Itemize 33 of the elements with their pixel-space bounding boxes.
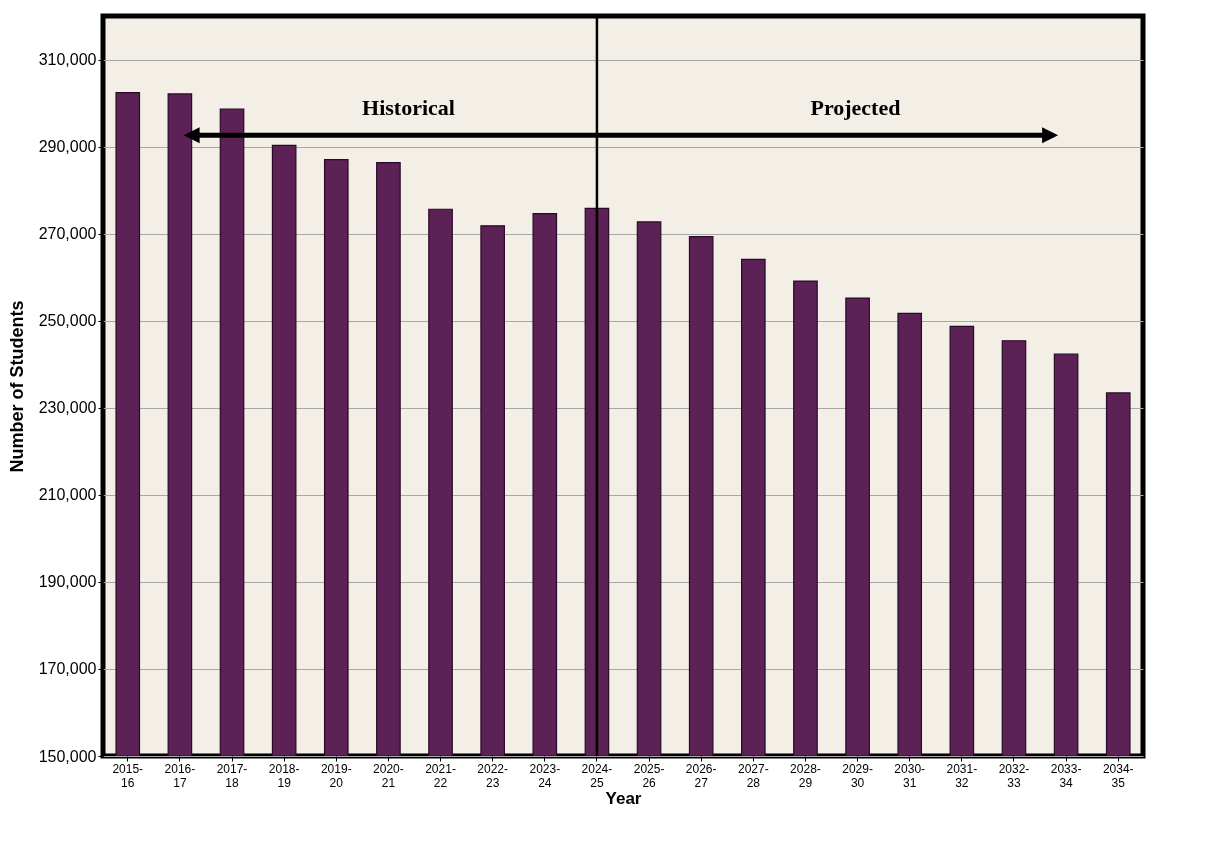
x-tick-label: 2026-27 — [685, 761, 717, 790]
y-tick-label: 210,000 — [38, 486, 97, 504]
x-tick-label: 2015-16 — [112, 761, 144, 790]
y-tick-label: 290,000 — [38, 138, 97, 156]
y-tick-label: 310,000 — [38, 51, 97, 69]
x-tick-label: 2028-29 — [790, 761, 821, 790]
y-tick-label: 170,000 — [38, 660, 97, 678]
x-tick-label: 2025-26 — [633, 761, 665, 790]
x-tick-label: 2017-18 — [216, 761, 248, 790]
y-tick-label: 270,000 — [38, 225, 97, 243]
x-tick-label: 2033-34 — [1050, 761, 1082, 790]
x-tick-label: 2032-33 — [998, 761, 1030, 790]
x-tick-label: 2027-28 — [737, 761, 769, 790]
x-axis-title: Year — [605, 788, 642, 808]
x-tick-label: 2022-23 — [477, 761, 509, 790]
x-tick-label: 2019-20 — [320, 761, 352, 790]
x-tick-label: 2021-22 — [425, 761, 456, 790]
x-tick-label: 2018-19 — [268, 761, 300, 790]
x-tick-label: 2024-25 — [581, 761, 613, 790]
y-axis-title: Number of Students — [6, 300, 27, 473]
x-tick-label: 2016-17 — [164, 761, 196, 790]
x-tick-label: 2031-32 — [946, 761, 978, 790]
y-tick-label: 230,000 — [38, 399, 97, 417]
x-tick-label: 2020-21 — [373, 761, 404, 790]
x-tick-label: 2030-31 — [894, 761, 926, 790]
annotation: Projected — [810, 95, 901, 121]
x-tick-label: 2029-30 — [842, 761, 873, 790]
x-tick-label: 2023-24 — [529, 761, 561, 790]
y-tick-label: 250,000 — [38, 312, 97, 330]
x-tick-label: 2034-35 — [1102, 761, 1134, 790]
annotation: Historical — [362, 95, 455, 121]
y-tick-label: 190,000 — [38, 573, 97, 591]
y-tick-label: 150,000 — [38, 747, 97, 765]
